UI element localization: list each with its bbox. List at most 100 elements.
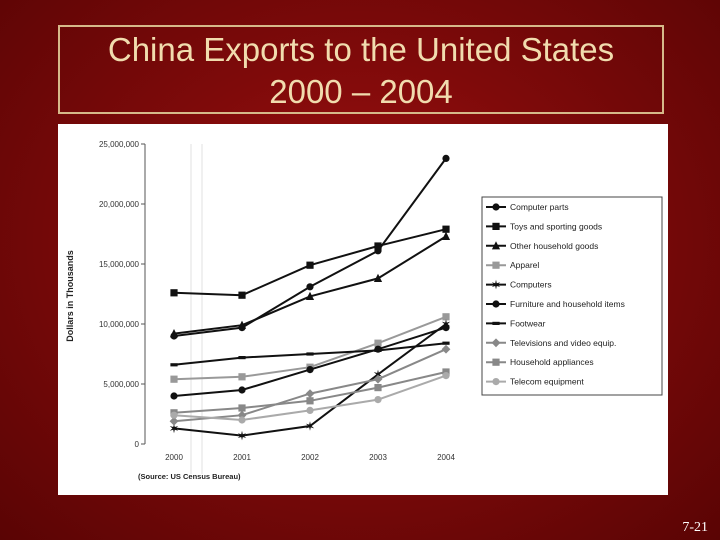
legend-swatch-marker (491, 279, 501, 290)
legend-swatch-marker (492, 378, 500, 386)
data-point (442, 324, 450, 332)
slide-number: 7-21 (682, 520, 708, 535)
legend-swatch-marker (492, 203, 500, 211)
data-point (374, 348, 382, 352)
data-point (441, 319, 451, 329)
data-point (441, 231, 451, 240)
legend-label: Computer parts (510, 202, 569, 212)
data-point (169, 329, 179, 338)
legend-label: Toys and sporting goods (510, 221, 602, 231)
x-tick-label: 2002 (301, 453, 319, 462)
data-point (374, 339, 382, 347)
legend-swatch-marker (492, 358, 500, 366)
slide-title: China Exports to the United States 2000 … (58, 25, 664, 114)
legend-item: Other household goods (486, 241, 598, 251)
x-tick-label: 2000 (165, 453, 183, 462)
series-line (173, 157, 447, 337)
data-point (238, 373, 246, 381)
data-point (441, 344, 451, 354)
data-point (169, 416, 179, 426)
data-point (169, 423, 179, 434)
data-point (305, 389, 315, 398)
data-point (238, 404, 246, 412)
y-tick-label: 0 (135, 440, 140, 449)
legend-label: Televisions and video equip. (510, 338, 616, 348)
series-2 (170, 225, 450, 299)
data-point (373, 374, 383, 384)
x-tick-label: 2003 (369, 453, 387, 462)
data-point (374, 242, 382, 250)
data-point (306, 406, 314, 414)
data-point (170, 375, 178, 383)
data-point (305, 291, 315, 300)
legend-swatch-marker (491, 338, 501, 348)
data-point (373, 273, 383, 282)
data-point (306, 366, 314, 374)
data-point (374, 384, 382, 392)
data-point (306, 397, 314, 405)
x-tick-label: 2001 (233, 453, 251, 462)
data-point (170, 411, 178, 419)
legend-label: Telecom equipment (510, 377, 584, 387)
axes: 0 5,000,000 10,000,000 15,000,000 20,000,000… (99, 140, 455, 474)
slide-title-line-1: China Exports to the United States (107, 31, 615, 68)
series-lines (169, 154, 451, 441)
data-point (170, 363, 178, 367)
data-point (373, 369, 383, 380)
data-point (306, 283, 314, 291)
data-point (442, 225, 450, 233)
chart-panel: 0 5,000,000 10,000,000 15,000,000 20,000,000… (58, 124, 668, 495)
series-10 (170, 372, 450, 424)
x-tick-label: 2004 (437, 453, 455, 462)
legend-box (481, 196, 663, 396)
legend-swatch-marker (492, 321, 500, 325)
data-point (442, 372, 450, 380)
y-axis-label: Dollars in Thousands (65, 250, 75, 342)
series-5 (169, 319, 451, 441)
legend-label: Computers (510, 280, 552, 290)
series-3 (169, 231, 451, 338)
source-note: (Source: US Census Bureau) (138, 472, 241, 481)
data-point (305, 421, 315, 431)
data-point (237, 320, 247, 329)
y-tick-label: 25,000,000 (99, 140, 140, 149)
legend-swatch-marker (492, 300, 500, 308)
legend-label: Apparel (510, 260, 539, 270)
legend-swatch-marker (491, 241, 501, 250)
data-point (238, 416, 246, 424)
line-chart: 0 5,000,000 10,000,000 15,000,000 20,000,000… (65, 140, 663, 481)
legend-swatch-marker (492, 261, 500, 269)
data-point (238, 386, 246, 394)
data-point (374, 396, 382, 404)
legend-item: Televisions and video equip. (486, 338, 616, 348)
legend: Computer parts Toys and sporting goods Oth… (481, 196, 663, 396)
data-point (238, 356, 246, 360)
slide-title-line-2: 2000 – 2004 (269, 73, 453, 110)
y-tick-label: 10,000,000 (99, 320, 140, 329)
data-point (442, 154, 450, 162)
data-point (238, 291, 246, 299)
legend-item: Apparel (486, 260, 539, 270)
legend-item: Footwear (486, 318, 546, 328)
data-point (442, 313, 450, 321)
data-point (306, 261, 314, 269)
data-point (442, 341, 450, 345)
series-line (173, 326, 447, 397)
legend-swatch-marker (492, 222, 500, 230)
data-point (237, 430, 247, 441)
data-point (170, 289, 178, 297)
series-7 (170, 341, 450, 367)
data-point (170, 392, 178, 400)
series-1 (170, 154, 450, 340)
data-point (306, 352, 314, 356)
y-tick-label: 15,000,000 (99, 260, 140, 269)
legend-label: Household appliances (510, 357, 594, 367)
legend-item: Computer parts (486, 202, 569, 212)
legend-label: Footwear (510, 318, 546, 328)
legend-label: Furniture and household items (510, 299, 625, 309)
legend-item: Furniture and household items (486, 299, 625, 309)
y-tick-label: 20,000,000 (99, 200, 140, 209)
data-point (442, 368, 450, 376)
legend-item: Toys and sporting goods (486, 221, 602, 231)
legend-item: Telecom equipment (486, 377, 584, 387)
